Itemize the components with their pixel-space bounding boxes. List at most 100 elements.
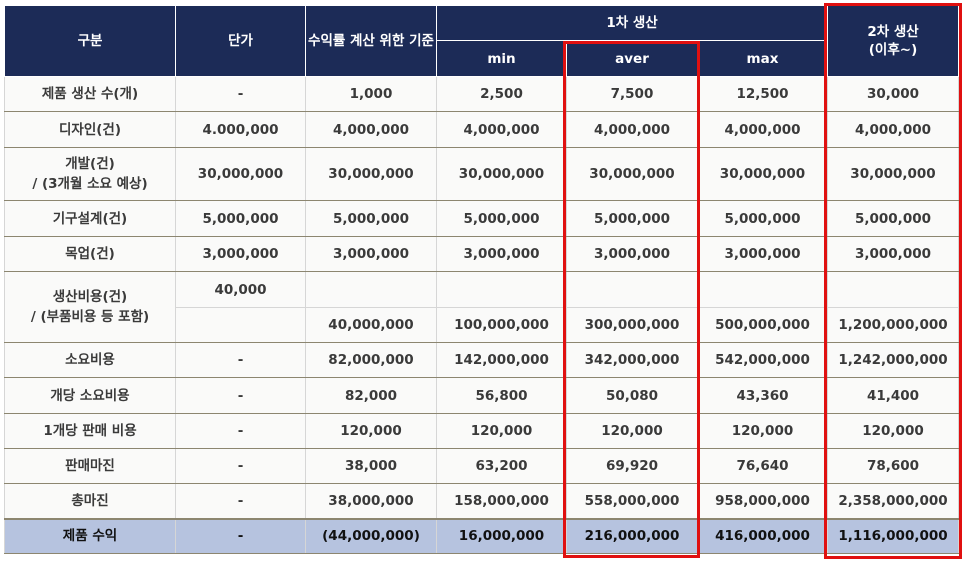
unit-price-cell: -: [175, 448, 306, 484]
value-cell: 120,000: [305, 413, 437, 449]
text-line: / (부품비용 등 포함): [30, 309, 150, 325]
unit-price-cell: -: [175, 377, 306, 414]
value-cell: 78,600: [827, 448, 959, 484]
value-cell: 4,000,000: [697, 111, 828, 148]
unit-price-cell: 4.000,000: [175, 111, 306, 148]
table-row: 제품 수익 - (44,000,000) 16,000,000 216,000,000 4…: [4, 517, 959, 554]
value-cell: 30,000,000: [305, 147, 437, 201]
value-cell: 558,000,000: [566, 483, 698, 519]
value-cell: 158,000,000: [436, 483, 567, 519]
text-line: 총마진: [71, 492, 109, 509]
value-cell: 30,000,000: [566, 147, 698, 201]
table-row: 1개당 판매 비용 -120,000 120,000 120,000 120,000 12…: [4, 413, 959, 449]
empty-cell: [827, 271, 959, 308]
empty-cell: [697, 271, 828, 308]
value-cell: 120,000: [566, 413, 698, 449]
value-cell: 5,000,000: [305, 200, 437, 237]
table-row: 기구설계(건) 5,000,000 5,000,000 5,000,000 5,000,…: [4, 200, 959, 237]
header-cell: 수익률 계산 위한 기준: [305, 5, 437, 77]
row-label: 총마진: [4, 483, 176, 519]
text-line: 제품 생산 수(개): [41, 86, 139, 102]
value-cell: 40,000,000: [305, 307, 437, 343]
row-label: 개당 소요비용: [4, 377, 176, 414]
unit-price-cell: 3,000,000: [175, 236, 306, 272]
table-row: 판매마진 -38,000 63,200 69,920 76,640 78,600: [4, 448, 959, 484]
header-row: 구분 단가 수익률 계산 위한 기준 1차 생산 2차 생산 (이후~): [4, 5, 959, 77]
value-cell: 1,000: [305, 76, 437, 112]
row-label: 목업(건): [4, 236, 176, 272]
value-cell: 7,500: [566, 76, 698, 112]
unit-price-cell: -: [175, 76, 306, 112]
value-cell: 1,116,000,000: [827, 517, 959, 554]
value-cell: 5,000,000: [827, 200, 959, 237]
table-row: 제품 생산 수(개) -1,000 2,500 7,500 12,500 30,000: [4, 76, 959, 112]
table-row: 생산비용(건) / (부품비용 등 포함) 40,000: [4, 271, 959, 343]
text-line: 제품 수익: [62, 528, 118, 545]
value-cell: 50,080: [566, 377, 698, 414]
unit-price-cell: 30,000,000: [175, 147, 306, 201]
value-cell: 3,000,000: [305, 236, 437, 272]
header-cell: 2차 생산 (이후~): [827, 5, 959, 77]
row-label: 생산비용(건) / (부품비용 등 포함): [4, 271, 176, 343]
header-cell: 단가: [175, 5, 306, 77]
text-line: 개당 소요비용: [50, 387, 130, 404]
value-cell: 5,000,000: [697, 200, 828, 237]
value-cell: 4,000,000: [827, 111, 959, 148]
value-cell: 4,000,000: [305, 111, 437, 148]
value-cell: 56,800: [436, 377, 567, 414]
value-cell: 1,242,000,000: [827, 342, 959, 378]
value-cell: 38,000,000: [305, 483, 437, 519]
value-cell: 342,000,000: [566, 342, 698, 378]
row-label: 디자인(건): [4, 111, 176, 148]
table-row: 개발(건) / (3개월 소요 예상) 30,000,000 30,000,000 30…: [4, 147, 959, 201]
unit-price-cell: -: [175, 517, 306, 554]
value-cell: 3,000,000: [697, 236, 828, 272]
table-row: 총마진 -38,000,000 158,000,000 558,000,000 958,…: [4, 483, 959, 519]
value-cell: 5,000,000: [436, 200, 567, 237]
text-line: 목업(건): [65, 246, 115, 262]
unit-price-cell: -: [175, 483, 306, 519]
value-cell: 120,000: [436, 413, 567, 449]
value-cell: 416,000,000: [697, 517, 828, 554]
unit-price-cell: -: [175, 413, 306, 449]
empty-cell: [305, 271, 437, 308]
text-line: 기구설계(건): [52, 210, 128, 227]
text-line: 디자인(건): [58, 121, 122, 138]
header-cell: 1차 생산: [436, 5, 828, 41]
table-row: 개당 소요비용 -82,000 56,800 50,080 43,360 41,400: [4, 377, 959, 414]
value-cell: 82,000: [305, 377, 437, 414]
table-row: 소요비용 -82,000,000 142,000,000 342,000,000 542…: [4, 342, 959, 378]
value-cell: 38,000: [305, 448, 437, 484]
value-cell: 300,000,000: [566, 307, 698, 343]
value-cell: 1,200,000,000: [827, 307, 959, 343]
unit-price-cell: 40,000: [175, 271, 306, 308]
text-line: 1개당 판매 비용: [43, 423, 137, 439]
highlight-box: [563, 41, 700, 558]
text-line: 소요비용: [65, 352, 115, 368]
text-line: 생산비용(건): [52, 289, 128, 305]
value-cell: 63,200: [436, 448, 567, 484]
value-cell: 120,000: [827, 413, 959, 449]
row-label: 기구설계(건): [4, 200, 176, 237]
value-cell: 2,358,000,000: [827, 483, 959, 519]
header-cell: 구분: [4, 5, 176, 77]
value-cell: 2,500: [436, 76, 567, 112]
unit-price-cell: 5,000,000: [175, 200, 306, 237]
header-cell: max: [697, 40, 828, 77]
row-label: 소요비용: [4, 342, 176, 378]
value-cell: 43,360: [697, 377, 828, 414]
empty-cell: [436, 271, 567, 308]
row-label: 제품 수익: [4, 517, 176, 554]
value-cell: 30,000,000: [827, 147, 959, 201]
table-row: 디자인(건) 4.000,000 4,000,000 4,000,000 4,000,0…: [4, 111, 959, 148]
value-cell: 30,000,000: [436, 147, 567, 201]
value-cell: 3,000,000: [436, 236, 567, 272]
table-row: 40,000,000 100,000,000 300,000,000 500,000,…: [5, 307, 959, 343]
value-cell: 958,000,000: [697, 483, 828, 519]
text-line: 판매마진: [65, 458, 115, 474]
value-cell: (44,000,000): [305, 517, 437, 554]
value-cell: 120,000: [697, 413, 828, 449]
table-row: 목업(건) 3,000,000 3,000,000 3,000,000 3,000,00…: [4, 236, 959, 272]
value-cell: 4,000,000: [566, 111, 698, 148]
